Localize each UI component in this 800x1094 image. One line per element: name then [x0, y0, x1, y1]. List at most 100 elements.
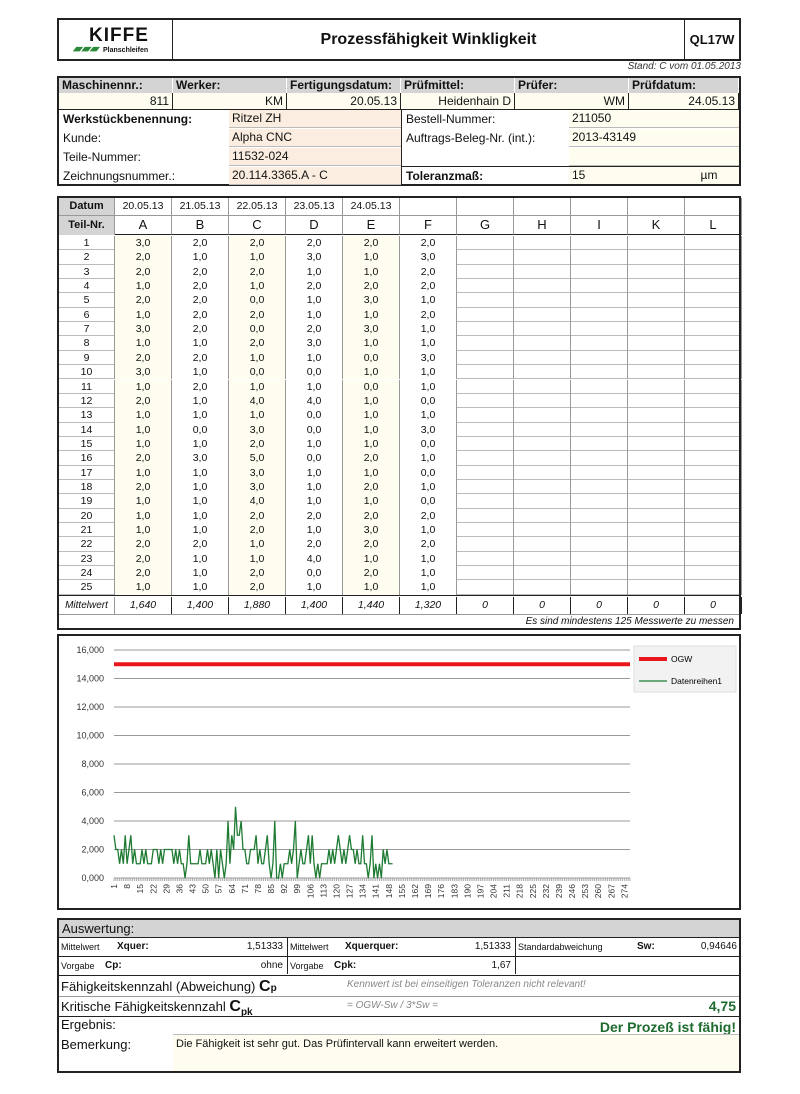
measurement-cell[interactable] [685, 422, 742, 437]
measurement-cell[interactable]: 1,0 [172, 365, 229, 380]
measurement-cell[interactable]: 2,0 [229, 566, 286, 581]
measurement-cell[interactable]: 1,0 [115, 307, 172, 323]
measurement-cell[interactable]: 1,0 [172, 408, 229, 423]
measurement-cell[interactable] [628, 451, 685, 466]
measurement-cell[interactable] [628, 523, 685, 538]
measurement-cell[interactable]: 1,0 [172, 479, 229, 495]
measurement-cell[interactable]: 2,0 [343, 479, 400, 495]
measurement-cell[interactable]: 2,0 [115, 566, 172, 581]
measurement-cell[interactable] [628, 580, 685, 595]
measurement-cell[interactable]: 0,0 [286, 365, 343, 380]
measurement-cell[interactable]: 1,0 [400, 408, 457, 423]
measurement-cell[interactable] [571, 365, 628, 380]
measurement-cell[interactable]: 1,0 [172, 580, 229, 595]
measurement-cell[interactable]: 1,0 [286, 436, 343, 452]
measurement-cell[interactable] [571, 523, 628, 538]
measurement-cell[interactable]: 2,0 [229, 264, 286, 280]
measurement-cell[interactable]: 0,0 [229, 365, 286, 380]
measurement-cell[interactable]: 1,0 [400, 451, 457, 466]
measurement-cell[interactable]: 0,0 [400, 436, 457, 452]
measurement-cell[interactable]: 3,0 [343, 523, 400, 538]
measurement-cell[interactable] [628, 336, 685, 351]
measurement-cell[interactable] [571, 465, 628, 480]
measurement-cell[interactable] [571, 436, 628, 452]
measurement-cell[interactable]: 1,0 [286, 465, 343, 480]
measurement-cell[interactable]: 4,0 [286, 551, 343, 567]
measurement-cell[interactable] [514, 465, 571, 480]
measurement-cell[interactable]: 2,0 [229, 336, 286, 351]
measurement-cell[interactable] [514, 551, 571, 567]
measurement-cell[interactable]: 3,0 [400, 250, 457, 265]
measurement-cell[interactable] [457, 551, 514, 567]
measurement-cell[interactable] [685, 523, 742, 538]
measurement-cell[interactable] [514, 479, 571, 495]
measurement-cell[interactable] [571, 393, 628, 409]
measurement-cell[interactable] [628, 508, 685, 523]
measurement-cell[interactable] [628, 408, 685, 423]
measurement-cell[interactable]: 1,0 [229, 551, 286, 567]
measurement-cell[interactable] [514, 537, 571, 552]
date-cell[interactable]: 21.05.13 [172, 198, 229, 215]
measurement-cell[interactable]: 1,0 [400, 523, 457, 538]
measurement-cell[interactable] [685, 293, 742, 308]
measurement-cell[interactable]: 3,0 [286, 336, 343, 351]
date-cell[interactable] [685, 198, 742, 215]
measurement-cell[interactable] [457, 350, 514, 366]
measurement-cell[interactable]: 1,0 [229, 250, 286, 265]
measurement-cell[interactable]: 1,0 [400, 365, 457, 380]
measurement-cell[interactable]: 0,0 [172, 422, 229, 437]
measurement-cell[interactable] [571, 250, 628, 265]
measurement-cell[interactable] [514, 236, 571, 251]
measurement-cell[interactable] [685, 379, 742, 394]
measurement-cell[interactable] [457, 580, 514, 595]
measurement-cell[interactable]: 1,0 [172, 336, 229, 351]
measurement-cell[interactable] [457, 566, 514, 581]
measurement-cell[interactable]: 2,0 [400, 279, 457, 294]
measurement-cell[interactable] [457, 379, 514, 394]
measurement-cell[interactable] [628, 279, 685, 294]
measurement-cell[interactable] [685, 350, 742, 366]
measurement-cell[interactable] [457, 264, 514, 280]
measurement-cell[interactable] [457, 451, 514, 466]
measurement-cell[interactable]: 1,0 [343, 393, 400, 409]
measurement-cell[interactable] [457, 293, 514, 308]
measurement-cell[interactable]: 1,0 [229, 379, 286, 394]
measurement-cell[interactable]: 3,0 [229, 422, 286, 437]
measurement-cell[interactable] [571, 580, 628, 595]
measurement-cell[interactable] [685, 365, 742, 380]
measurement-cell[interactable]: 2,0 [400, 307, 457, 323]
measurement-cell[interactable] [628, 293, 685, 308]
measurement-cell[interactable] [571, 551, 628, 567]
measurement-cell[interactable] [628, 422, 685, 437]
measurement-cell[interactable]: 2,0 [115, 350, 172, 366]
measurement-cell[interactable]: 3,0 [229, 465, 286, 480]
measurement-cell[interactable] [457, 408, 514, 423]
measurement-cell[interactable] [628, 350, 685, 366]
info-value-field[interactable]: KM [173, 93, 287, 109]
measurement-cell[interactable]: 1,0 [343, 465, 400, 480]
measurement-cell[interactable]: 1,0 [172, 436, 229, 452]
measurement-cell[interactable] [571, 322, 628, 337]
measurement-cell[interactable] [457, 465, 514, 480]
measurement-cell[interactable] [514, 350, 571, 366]
measurement-cell[interactable] [685, 494, 742, 509]
measurement-cell[interactable]: 0,0 [286, 566, 343, 581]
measurement-cell[interactable] [571, 264, 628, 280]
measurement-cell[interactable] [628, 465, 685, 480]
measurement-cell[interactable] [685, 279, 742, 294]
measurement-cell[interactable] [628, 322, 685, 337]
measurement-cell[interactable] [628, 479, 685, 495]
measurement-cell[interactable]: 1,0 [229, 279, 286, 294]
measurement-cell[interactable] [571, 566, 628, 581]
info-value-field[interactable]: WM [515, 93, 629, 109]
measurement-cell[interactable]: 1,0 [343, 264, 400, 280]
measurement-cell[interactable]: 1,0 [400, 566, 457, 581]
measurement-cell[interactable] [457, 236, 514, 251]
measurement-cell[interactable] [514, 393, 571, 409]
measurement-cell[interactable] [514, 422, 571, 437]
measurement-cell[interactable] [571, 422, 628, 437]
measurement-cell[interactable]: 2,0 [229, 580, 286, 595]
measurement-cell[interactable]: 1,0 [400, 322, 457, 337]
measurement-cell[interactable]: 1,0 [400, 580, 457, 595]
empty-field[interactable] [569, 148, 739, 166]
